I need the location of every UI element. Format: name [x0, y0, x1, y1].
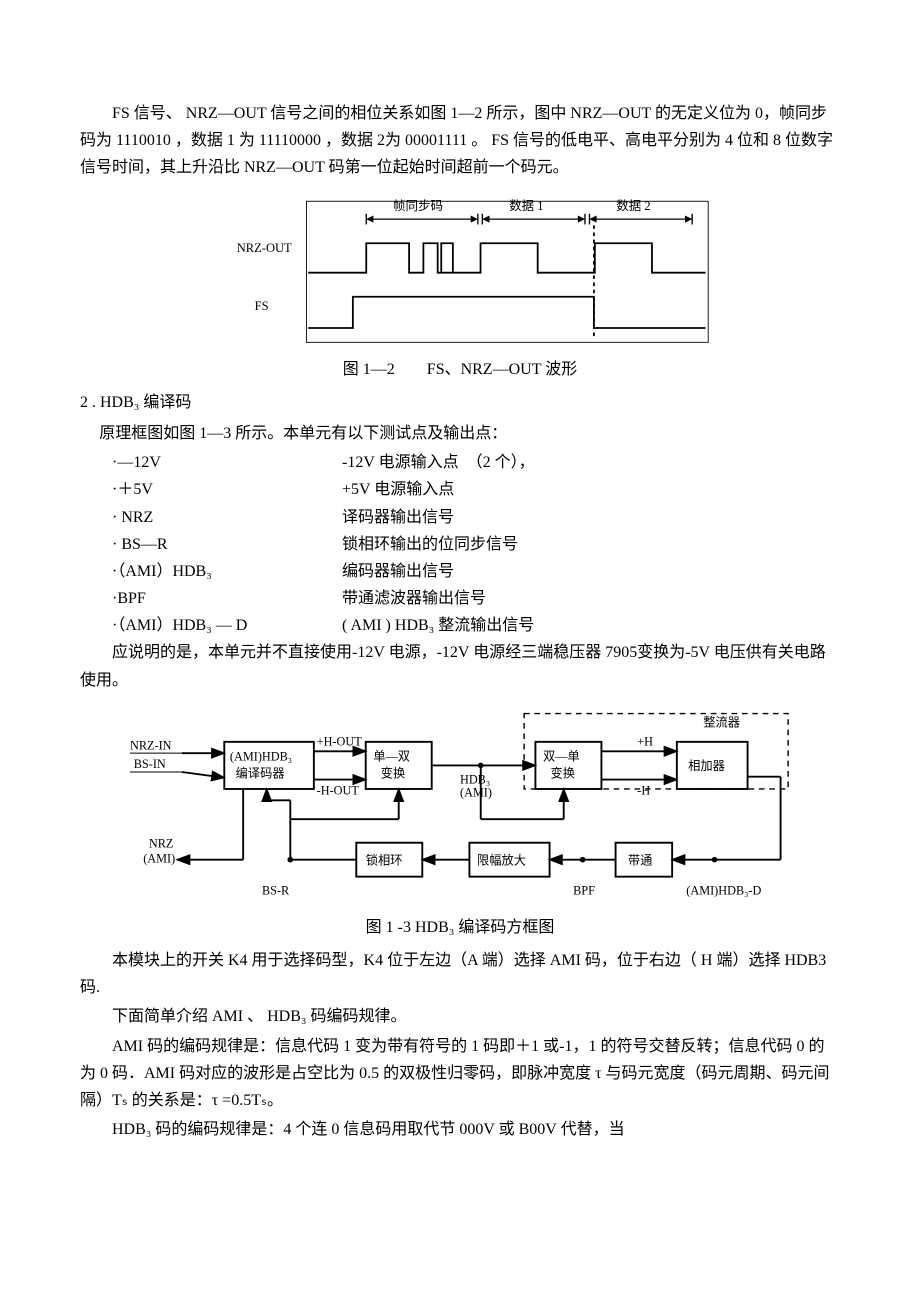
svg-text:BPF: BPF	[573, 883, 595, 897]
figure-1-3: 整流器 (AMI)HDB₃ 编译码器 单—双 变换 双—单 变换 相加器 NRZ…	[80, 706, 840, 904]
list-item: ·（AMI）HDB₃ — D( AMI ) HDB₃ 整流输出信号	[112, 612, 840, 639]
svg-text:编译码器: 编译码器	[236, 765, 285, 780]
tp-name: · BS—R	[112, 531, 342, 558]
svg-text:FS: FS	[255, 299, 269, 313]
tp-name: ·（AMI）HDB₃	[112, 558, 342, 585]
tp-desc: 带通滤波器输出信号	[342, 585, 486, 612]
figure-1-3-caption: 图 1 -3 HDB₃ 编译码方框图	[80, 914, 840, 941]
svg-text:(AMI)HDB₃: (AMI)HDB₃	[230, 749, 292, 763]
tp-name: ·BPF	[112, 585, 342, 612]
list-item: ·＋5V+5V 电源输入点	[112, 476, 840, 503]
svg-text:-H-OUT: -H-OUT	[317, 783, 360, 797]
block-diagram: 整流器 (AMI)HDB₃ 编译码器 单—双 变换 双—单 变换 相加器 NRZ…	[120, 706, 800, 904]
testpoint-list: ·—12V-12V 电源输入点 （2 个）， ·＋5V+5V 电源输入点 · N…	[80, 449, 840, 639]
svg-text:BS-R: BS-R	[262, 883, 290, 897]
svg-text:(AMI)HDB₃-D: (AMI)HDB₃-D	[686, 883, 761, 897]
svg-text:+H: +H	[637, 734, 653, 748]
svg-text:锁相环: 锁相环	[366, 852, 403, 867]
paragraph-2: 原理框图如图 1—3 所示。本单元有以下测试点及输出点：	[99, 420, 840, 447]
paragraph-6: AMI 码的编码规律是：信息代码 1 变为带有符号的 1 码即＋1 或-1，1 …	[80, 1033, 840, 1115]
tp-name: ·—12V	[112, 449, 342, 476]
svg-text:-H: -H	[637, 783, 650, 797]
tp-desc: -12V 电源输入点 （2 个），	[342, 449, 535, 476]
tp-desc: 锁相环输出的位同步信号	[342, 531, 518, 558]
paragraph-7: HDB₃ 码的编码规律是：4 个连 0 信息码用取代节 000V 或 B00V …	[80, 1116, 840, 1143]
svg-text:NRZ-IN: NRZ-IN	[130, 738, 172, 752]
paragraph-3: 应说明的是，本单元并不直接使用-12V 电源，-12V 电源经三端稳压器 790…	[80, 639, 840, 693]
svg-text:BS-IN: BS-IN	[134, 757, 166, 771]
paragraph-5: 下面简单介绍 AMI 、 HDB₃ 码编码规律。	[80, 1003, 840, 1030]
waveform-diagram: 帧同步码 数据 1 数据 2 NRZ-OUT FS	[210, 194, 710, 346]
list-item: · NRZ译码器输出信号	[112, 504, 840, 531]
svg-text:NRZ-OUT: NRZ-OUT	[237, 241, 292, 255]
svg-text:(AMI): (AMI)	[460, 785, 492, 799]
svg-text:+H-OUT: +H-OUT	[317, 734, 363, 748]
figure-1-2: 帧同步码 数据 1 数据 2 NRZ-OUT FS	[80, 194, 840, 346]
tp-desc: +5V 电源输入点	[342, 476, 454, 503]
svg-text:整流器: 整流器	[703, 715, 740, 730]
figure-1-2-caption: 图 1—2 FS、NRZ—OUT 波形	[80, 356, 840, 383]
svg-text:带通: 带通	[628, 853, 653, 867]
document-page: FS 信号、 NRZ—OUT 信号之间的相位关系如图 1—2 所示，图中 NRZ…	[0, 0, 920, 1205]
svg-text:(AMI): (AMI)	[143, 851, 175, 865]
tp-desc: 译码器输出信号	[342, 504, 454, 531]
paragraph-4: 本模块上的开关 K4 用于选择码型，K4 位于左边（A 端）选择 AMI 码，位…	[80, 947, 840, 1001]
svg-text:双—单: 双—单	[543, 749, 580, 763]
list-item: ·（AMI）HDB₃编码器输出信号	[112, 558, 840, 585]
list-item: ·BPF带通滤波器输出信号	[112, 585, 840, 612]
svg-text:相加器: 相加器	[688, 759, 725, 773]
svg-text:限幅放大: 限幅放大	[477, 852, 526, 867]
svg-text:单—双: 单—双	[373, 749, 410, 763]
tp-name: ·＋5V	[112, 476, 342, 503]
svg-text:变换: 变换	[381, 765, 406, 780]
tp-desc: 编码器输出信号	[342, 558, 454, 585]
svg-text:NRZ: NRZ	[149, 836, 174, 850]
svg-text:HDB₃: HDB₃	[460, 772, 490, 786]
list-item: · BS—R锁相环输出的位同步信号	[112, 531, 840, 558]
tp-name: · NRZ	[112, 504, 342, 531]
svg-text:数据 1: 数据 1	[509, 198, 543, 213]
paragraph-1: FS 信号、 NRZ—OUT 信号之间的相位关系如图 1—2 所示，图中 NRZ…	[80, 100, 840, 182]
list-item: ·—12V-12V 电源输入点 （2 个），	[112, 449, 840, 476]
tp-desc: ( AMI ) HDB₃ 整流输出信号	[342, 612, 534, 639]
svg-text:变换: 变换	[551, 765, 576, 780]
section-2-heading: 2 . HDB₃ 编译码	[80, 389, 840, 416]
tp-name: ·（AMI）HDB₃ — D	[112, 612, 342, 639]
svg-text:数据 2: 数据 2	[616, 198, 650, 213]
